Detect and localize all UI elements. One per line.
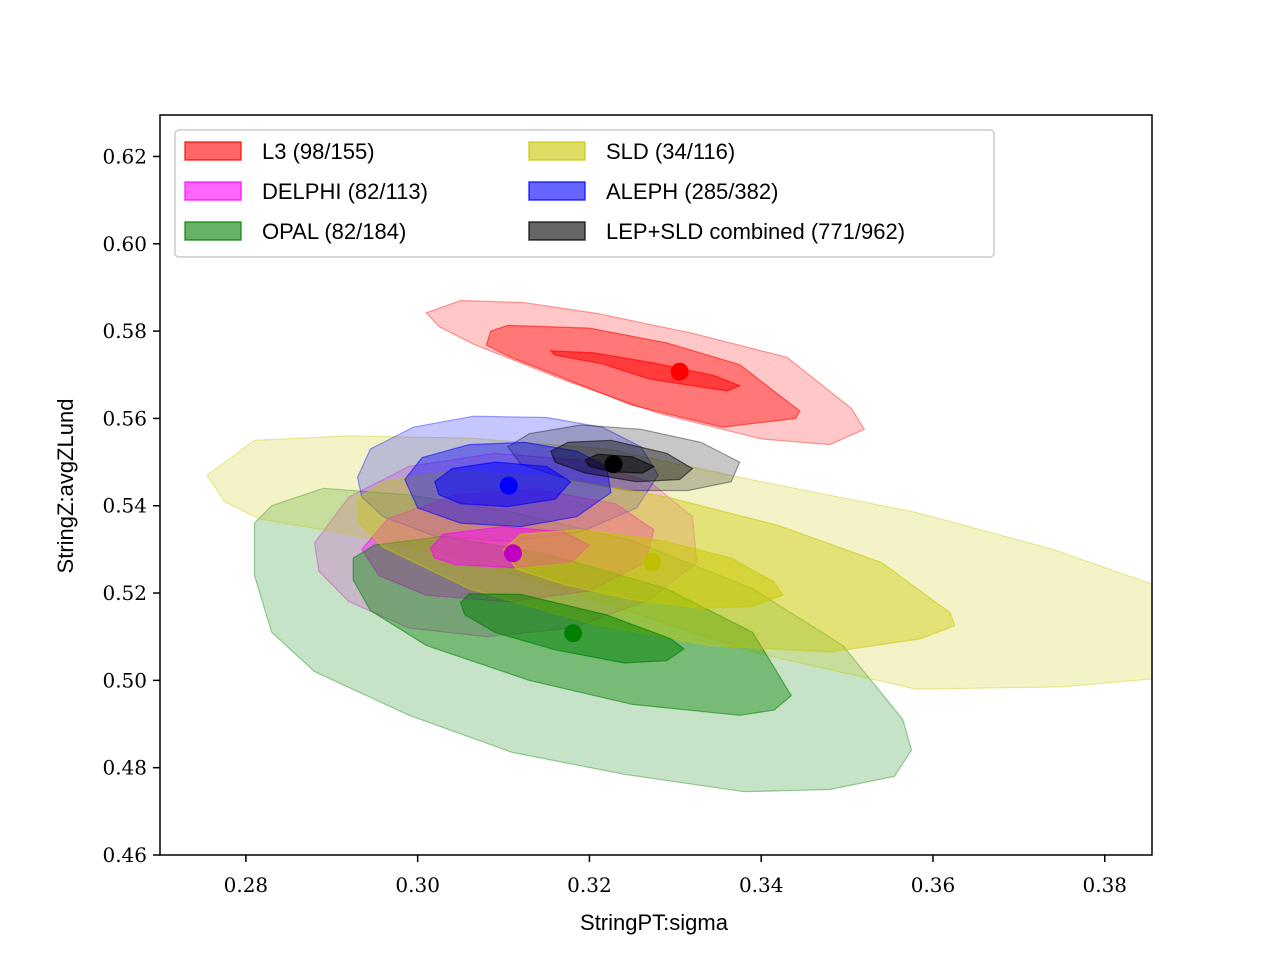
- legend-swatch: [528, 181, 586, 201]
- legend: L3 (98/155) DELPHI (82/113) OPAL (82/184) S…: [174, 129, 995, 258]
- contours-layer: [206, 299, 1152, 793]
- points-layer: [499, 362, 689, 643]
- x-axis: 0.28 0.30 0.32 0.34 0.36 0.38: [224, 855, 1127, 897]
- plot-frame: [159, 114, 1153, 856]
- legend-label: SLD (34/116): [606, 139, 735, 164]
- legend-label: ALEPH (285/382): [606, 179, 778, 204]
- best-fit-point-3: [564, 624, 583, 643]
- y-tick-label: 0.52: [102, 581, 147, 605]
- legend-swatch: [184, 221, 242, 241]
- y-tick-label: 0.62: [102, 144, 147, 168]
- best-fit-point-4: [643, 553, 662, 572]
- y-tick-label: 0.48: [102, 756, 147, 780]
- x-tick-label: 0.30: [395, 873, 440, 897]
- y-tick-label: 0.46: [102, 843, 147, 867]
- legend-swatch: [528, 221, 586, 241]
- x-tick-label: 0.32: [567, 873, 612, 897]
- best-fit-point-2: [504, 544, 522, 563]
- best-fit-point-5: [499, 476, 518, 495]
- y-tick-label: 0.54: [102, 494, 147, 518]
- best-fit-point-1: [670, 362, 689, 381]
- x-axis-label: StringPT:sigma: [580, 910, 729, 935]
- legend-label: L3 (98/155): [262, 139, 375, 164]
- y-tick-label: 0.56: [102, 406, 147, 430]
- y-axis-label: StringZ:avgZLund: [53, 399, 78, 574]
- y-tick-label: 0.58: [102, 319, 147, 343]
- y-tick-label: 0.50: [102, 668, 147, 692]
- y-tick-label: 0.60: [102, 232, 147, 256]
- legend-swatch: [184, 181, 242, 201]
- best-fit-point-6: [604, 455, 623, 474]
- x-tick-label: 0.28: [224, 873, 269, 897]
- x-tick-label: 0.36: [911, 873, 956, 897]
- legend-swatch: [184, 141, 242, 161]
- contour-4-level-1: [502, 529, 784, 609]
- x-tick-label: 0.38: [1082, 873, 1127, 897]
- legend-label: LEP+SLD combined (771/962): [606, 219, 905, 244]
- legend-swatch: [528, 141, 586, 161]
- x-tick-label: 0.34: [739, 873, 784, 897]
- legend-label: OPAL (82/184): [262, 219, 406, 244]
- contour-1-level-1: [549, 350, 742, 392]
- legend-label: DELPHI (82/113): [262, 179, 428, 204]
- y-axis: 0.46 0.48 0.50 0.52 0.54 0.56 0.58 0.60 0.62: [102, 144, 160, 867]
